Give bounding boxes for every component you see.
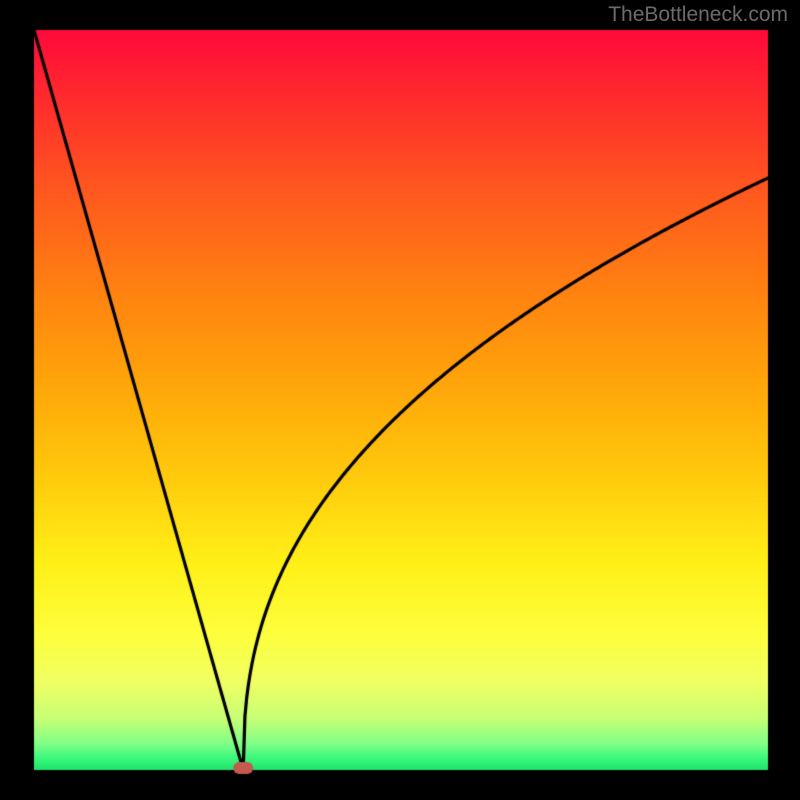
watermark-text: TheBottleneck.com	[608, 3, 788, 27]
bottleneck-chart-canvas	[0, 0, 800, 800]
chart-container: TheBottleneck.com	[0, 0, 800, 800]
